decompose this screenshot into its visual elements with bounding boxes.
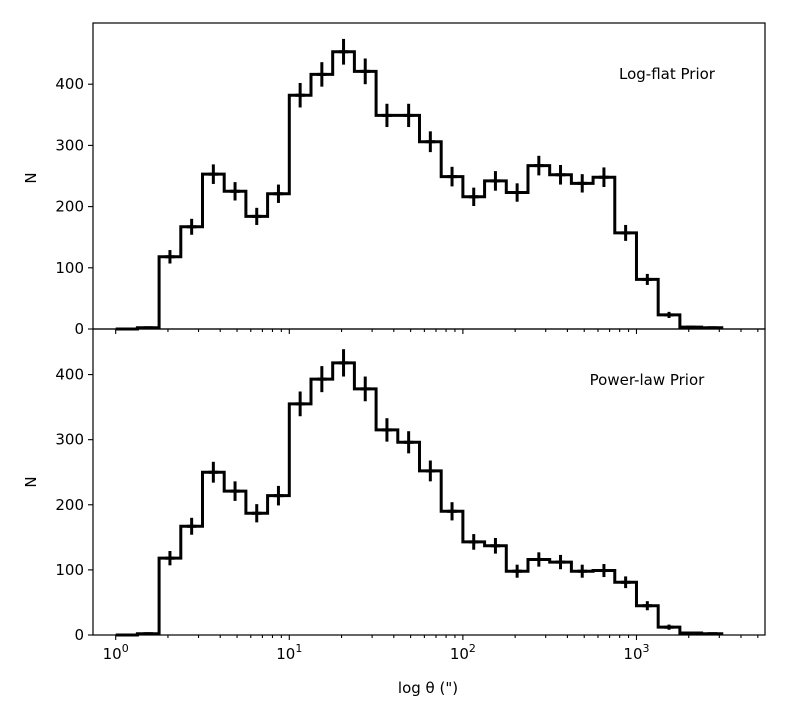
bottom-panel-y-axis-label: N <box>22 476 40 487</box>
y-tick-label: 400 <box>55 75 84 93</box>
y-tick-label: 0 <box>74 626 84 644</box>
x-tick-exponent: 1 <box>295 642 302 655</box>
histogram-step-line <box>115 361 724 637</box>
x-tick-label: 102 <box>450 642 476 663</box>
x-tick-exponent: 3 <box>643 642 650 655</box>
x-tick-base: 10 <box>623 645 642 663</box>
top-panel-label: Log-flat Prior <box>619 65 716 83</box>
top-panel-steps <box>115 38 724 331</box>
top-panel-ticks: 0 100 200 300 400 <box>55 75 759 338</box>
y-tick-label: 0 <box>74 320 84 338</box>
y-tick-label: 400 <box>55 366 84 384</box>
x-axis-label: log θ (") <box>398 679 458 697</box>
bottom-panel-steps <box>115 349 724 637</box>
top-panel-y-axis-label: N <box>22 172 40 183</box>
histogram-step-line <box>115 50 724 331</box>
y-tick-label: 100 <box>55 561 84 579</box>
x-tick-label: 103 <box>623 642 649 663</box>
y-tick-label: 200 <box>55 198 84 216</box>
x-tick-label: 100 <box>103 642 129 663</box>
top-panel: 0 100 200 300 400 Log-flat Prior N <box>22 38 759 338</box>
x-tick-label: 101 <box>276 642 302 663</box>
y-tick-label: 200 <box>55 496 84 514</box>
bottom-panel-frame <box>92 328 766 636</box>
bottom-panel-label: Power-law Prior <box>590 371 705 389</box>
x-tick-base: 10 <box>450 645 469 663</box>
x-tick-base: 10 <box>276 645 295 663</box>
y-tick-label: 100 <box>55 259 84 277</box>
x-tick-exponent: 2 <box>469 642 476 655</box>
x-tick-exponent: 0 <box>122 642 129 655</box>
x-tick-base: 10 <box>103 645 122 663</box>
y-tick-label: 300 <box>55 431 84 449</box>
y-tick-label: 300 <box>55 136 84 154</box>
